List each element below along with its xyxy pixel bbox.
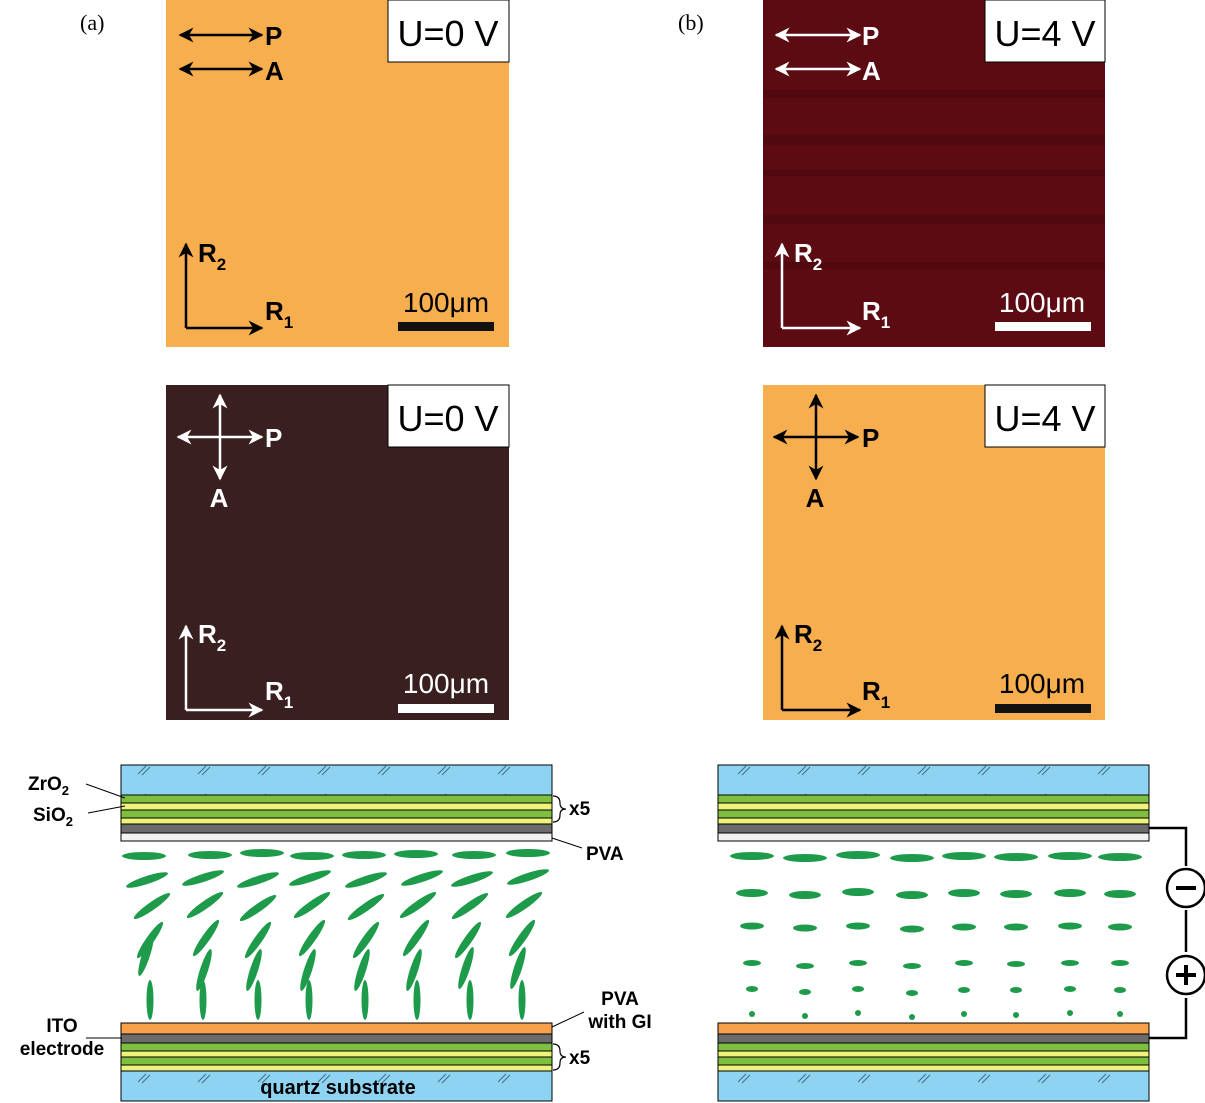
quartz-substrate-label: quartz substrate	[260, 1077, 416, 1099]
multilayer-green	[120, 794, 553, 804]
minus-terminal-icon	[1165, 867, 1205, 909]
scale-bar	[398, 704, 494, 713]
top-wire	[1149, 826, 1188, 866]
scale-bar-label: 100μm	[403, 668, 489, 699]
sio2-leader	[87, 805, 126, 814]
r1-label: R1	[265, 676, 293, 712]
panel-label-a: (a)	[80, 10, 104, 35]
voltage-box	[387, 384, 510, 448]
multilayer-green	[120, 809, 553, 819]
pva-label: PVA	[586, 844, 624, 865]
zro2-label: ZrO2	[28, 774, 69, 798]
multilayer-yellow	[717, 802, 1150, 811]
voltage-box	[984, 0, 1106, 63]
x5-brace-bottom	[552, 1043, 567, 1071]
pva-gi-label-line1: PVA	[601, 989, 639, 1010]
analyzer-label: A	[210, 483, 229, 513]
voltage-box	[387, 0, 510, 63]
multilayer-yellow	[120, 1050, 553, 1058]
pva-gi-label-line2: with GI	[587, 1012, 651, 1033]
voltage-label: U=4 V	[994, 13, 1095, 54]
r1-label: R1	[862, 296, 890, 332]
r2-label: R2	[794, 619, 822, 655]
ito-layer	[120, 823, 553, 834]
multilayer-green	[717, 794, 1150, 804]
pva-gi-layer	[717, 1022, 1150, 1035]
multilayer-green	[717, 1042, 1150, 1052]
multilayer-yellow	[717, 1050, 1150, 1058]
voltage-label: U=0 V	[397, 398, 498, 439]
multilayer-green	[120, 1056, 553, 1066]
ito-electrode-layer	[717, 1033, 1150, 1044]
ito-layer	[717, 823, 1150, 834]
analyzer-label: A	[806, 483, 825, 513]
r1-label: R1	[265, 296, 293, 332]
voltage-label: U=0 V	[397, 13, 498, 54]
stripe-texture	[763, 90, 1105, 269]
micrograph-a-top: U=0 V P A R2 R1 100μm	[166, 0, 510, 347]
polarizer-label: P	[862, 423, 879, 453]
r2-label: R2	[198, 238, 226, 274]
lc-molecules-planar	[730, 851, 1142, 1020]
pva-leader	[551, 837, 583, 849]
scale-bar	[995, 704, 1091, 713]
micrograph-b-top: U=4 V P A R2 R1 100μm	[763, 0, 1106, 347]
multilayer-yellow	[120, 817, 553, 825]
schematic-cell-b	[717, 764, 1205, 1102]
polarizer-label: P	[862, 21, 879, 51]
pva-layer	[717, 832, 1150, 842]
voltage-box	[984, 384, 1106, 448]
x5-label-top: x5	[569, 799, 591, 820]
ito-label-line1: ITO	[46, 1016, 77, 1037]
multilayer-yellow	[120, 1064, 553, 1072]
zro2-leader	[85, 783, 126, 799]
analyzer-label: A	[265, 56, 284, 86]
multilayer-green	[717, 809, 1150, 819]
pva-layer	[120, 832, 553, 842]
ito-label-line2: electrode	[20, 1039, 104, 1060]
micrograph-a-bottom: U=0 V P A R2 R1 100μm	[166, 384, 510, 720]
scale-bar-label: 100μm	[999, 287, 1085, 318]
x5-label-bottom: x5	[569, 1048, 591, 1069]
polarizer-label: P	[265, 423, 282, 453]
x5-brace	[552, 795, 567, 823]
analyzer-label: A	[862, 56, 881, 86]
polarizer-label: P	[265, 21, 282, 51]
pva-gi-layer	[120, 1022, 553, 1035]
multilayer-green	[717, 1056, 1150, 1066]
r2-label: R2	[794, 238, 822, 274]
plus-terminal-icon	[1165, 954, 1205, 996]
scale-bar-label: 100μm	[999, 668, 1085, 699]
schematic-cell-a: quartz substrate ZrO2 SiO2 x5 PVA PVA wi…	[20, 764, 652, 1102]
scale-bar	[398, 322, 494, 331]
pva-gi-leader	[551, 1011, 585, 1028]
scale-bar-label: 100μm	[403, 287, 489, 318]
voltage-label: U=4 V	[994, 398, 1095, 439]
micrograph-b-bottom: U=4 V P A R2 R1 100μm	[763, 384, 1106, 720]
scale-bar	[995, 322, 1091, 331]
multilayer-green	[120, 1042, 553, 1052]
panel-label-b: (b)	[678, 10, 704, 35]
multilayer-yellow	[717, 1064, 1150, 1072]
r2-label: R2	[198, 619, 226, 655]
bottom-wire	[1149, 998, 1188, 1040]
ito-electrode-layer	[120, 1033, 553, 1044]
multilayer-yellow	[717, 817, 1150, 825]
sio2-label: SiO2	[33, 805, 73, 829]
lc-molecules-twisted	[122, 849, 550, 1020]
multilayer-yellow	[120, 802, 553, 811]
r1-label: R1	[862, 676, 890, 712]
